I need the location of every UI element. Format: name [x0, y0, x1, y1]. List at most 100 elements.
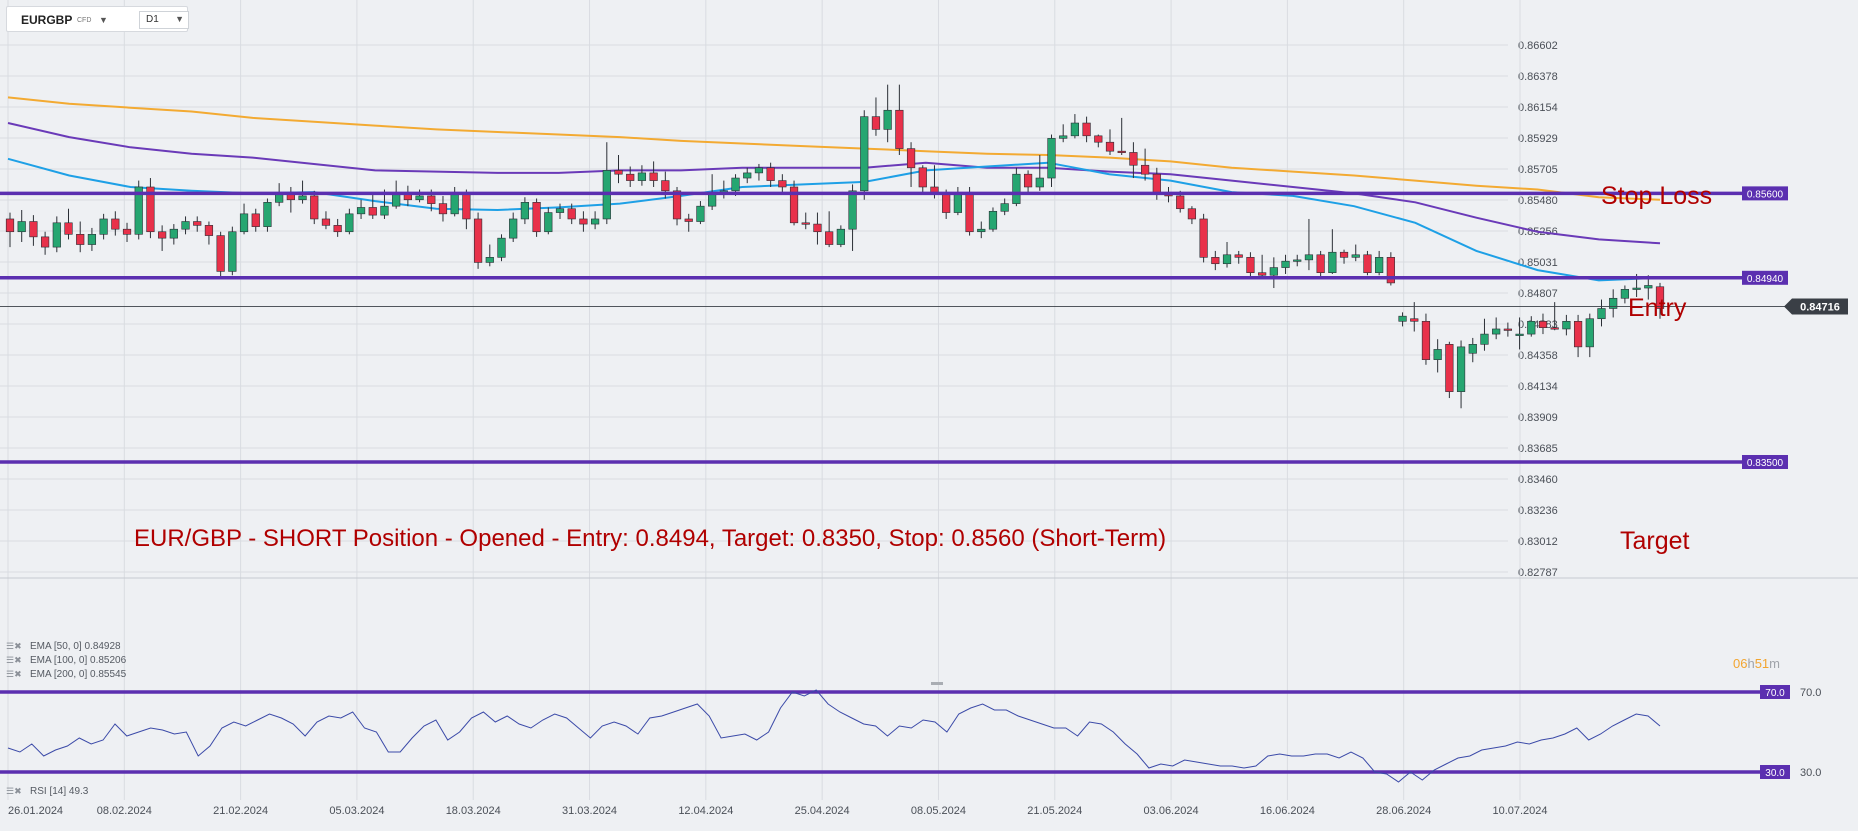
y-tick-label: 0.83685: [1518, 443, 1558, 455]
y-tick-label: 0.86154: [1518, 102, 1558, 114]
candle-body: [1398, 315, 1407, 322]
y-tick-label: 0.83012: [1518, 536, 1558, 548]
candle: [193, 216, 202, 232]
candle-body: [1351, 254, 1360, 258]
candle: [1597, 299, 1606, 327]
candle: [1538, 313, 1548, 335]
candle: [1304, 218, 1314, 271]
candle-body: [1070, 122, 1079, 137]
candle-body: [789, 186, 799, 224]
candle: [1609, 289, 1618, 318]
candle-body: [1012, 173, 1021, 204]
instrument-type: CFD: [77, 17, 92, 24]
candle-body: [836, 228, 845, 245]
y-tick-label: 0.83909: [1518, 412, 1558, 424]
candle: [836, 225, 845, 248]
candle-body: [181, 221, 190, 230]
candle-body: [17, 221, 26, 233]
x-tick-label: 31.03.2024: [562, 805, 617, 817]
candle: [1012, 167, 1021, 207]
candle: [883, 84, 892, 143]
caret-down-icon[interactable]: ▼: [99, 15, 108, 25]
annotation-target: Target: [1620, 527, 1690, 555]
candle-body: [1363, 254, 1372, 273]
candle-body: [825, 231, 834, 245]
candle-body: [942, 193, 951, 213]
y-tick-label: 0.83460: [1518, 474, 1558, 486]
x-tick-label: 16.06.2024: [1260, 805, 1315, 817]
y-tick-label: 0.84134: [1518, 381, 1558, 393]
rsi-level-label-bg: [1760, 685, 1790, 699]
candle: [743, 167, 752, 184]
timeframe-selector[interactable]: D1 ▼: [139, 11, 189, 29]
candle: [368, 193, 377, 219]
candle-body: [158, 231, 167, 239]
y-tick-label: 0.86602: [1518, 40, 1558, 52]
candle: [766, 162, 775, 187]
candle-body: [497, 237, 506, 258]
candle-body: [1082, 122, 1091, 137]
candle: [122, 222, 132, 242]
candle-body: [122, 228, 132, 235]
annotation-headline: EUR/GBP - SHORT Position - Opened - Entr…: [134, 525, 1166, 552]
candle-body: [591, 218, 600, 225]
candle-body: [626, 173, 635, 181]
candle: [1094, 134, 1103, 148]
candle-body: [696, 205, 705, 222]
candle-body: [263, 202, 272, 227]
candle: [1199, 213, 1208, 263]
y-tick-label: 0.82787: [1518, 567, 1558, 579]
candle-body: [1562, 320, 1571, 330]
candle: [1059, 124, 1068, 143]
x-tick-label: 21.05.2024: [1027, 805, 1082, 817]
level-label-target: 0.83500: [1747, 458, 1784, 469]
candle-body: [708, 193, 717, 207]
candle-body: [204, 225, 214, 236]
candle: [1480, 318, 1489, 351]
candle-body: [1339, 251, 1349, 258]
candle-body: [1117, 150, 1126, 153]
candle-body: [333, 225, 342, 233]
candle: [825, 211, 834, 248]
candle-body: [637, 172, 647, 181]
candle-body: [509, 218, 518, 239]
candle-body: [1187, 208, 1197, 220]
candle-body: [356, 207, 366, 215]
candle: [1246, 252, 1255, 277]
candle: [29, 215, 38, 246]
candle: [1620, 285, 1629, 304]
y-tick-label: 0.85929: [1518, 133, 1558, 145]
bar-countdown: 06h51m: [1733, 656, 1780, 671]
indicator-legend-item: EMA [200, 0] 0.85545: [30, 669, 127, 680]
rsi-axis-label: 70.0: [1800, 687, 1821, 699]
settings-icon: ☰✖: [6, 786, 22, 796]
candle: [333, 218, 342, 237]
level-label-bg-stop: [1742, 186, 1788, 201]
candle: [87, 227, 97, 251]
candle: [158, 225, 167, 251]
candle-body: [1199, 218, 1208, 258]
candle: [263, 198, 272, 232]
candle-body: [99, 218, 108, 235]
candle-body: [988, 210, 998, 230]
symbol-selector[interactable]: EURGBP CFD ▼ D1 ▼: [6, 6, 189, 32]
rsi-level-label: 70.0: [1765, 688, 1785, 699]
x-tick-label: 25.04.2024: [795, 805, 850, 817]
candle-body: [731, 177, 740, 192]
candle-body: [906, 148, 916, 169]
candle-body: [1234, 254, 1243, 258]
candle: [1515, 317, 1524, 350]
x-tick-label: 12.04.2024: [678, 805, 733, 817]
settings-icon: ☰✖: [6, 641, 22, 651]
candle-body: [1527, 320, 1536, 335]
candle-body: [1492, 328, 1501, 335]
candle-body: [1059, 135, 1068, 139]
ema-200-line: [7, 96, 1661, 201]
x-tick-label: 03.06.2024: [1144, 805, 1199, 817]
candle: [778, 174, 787, 194]
candle: [1035, 155, 1044, 191]
candle-body: [871, 116, 881, 130]
candle: [1222, 241, 1232, 268]
candle: [871, 97, 881, 136]
